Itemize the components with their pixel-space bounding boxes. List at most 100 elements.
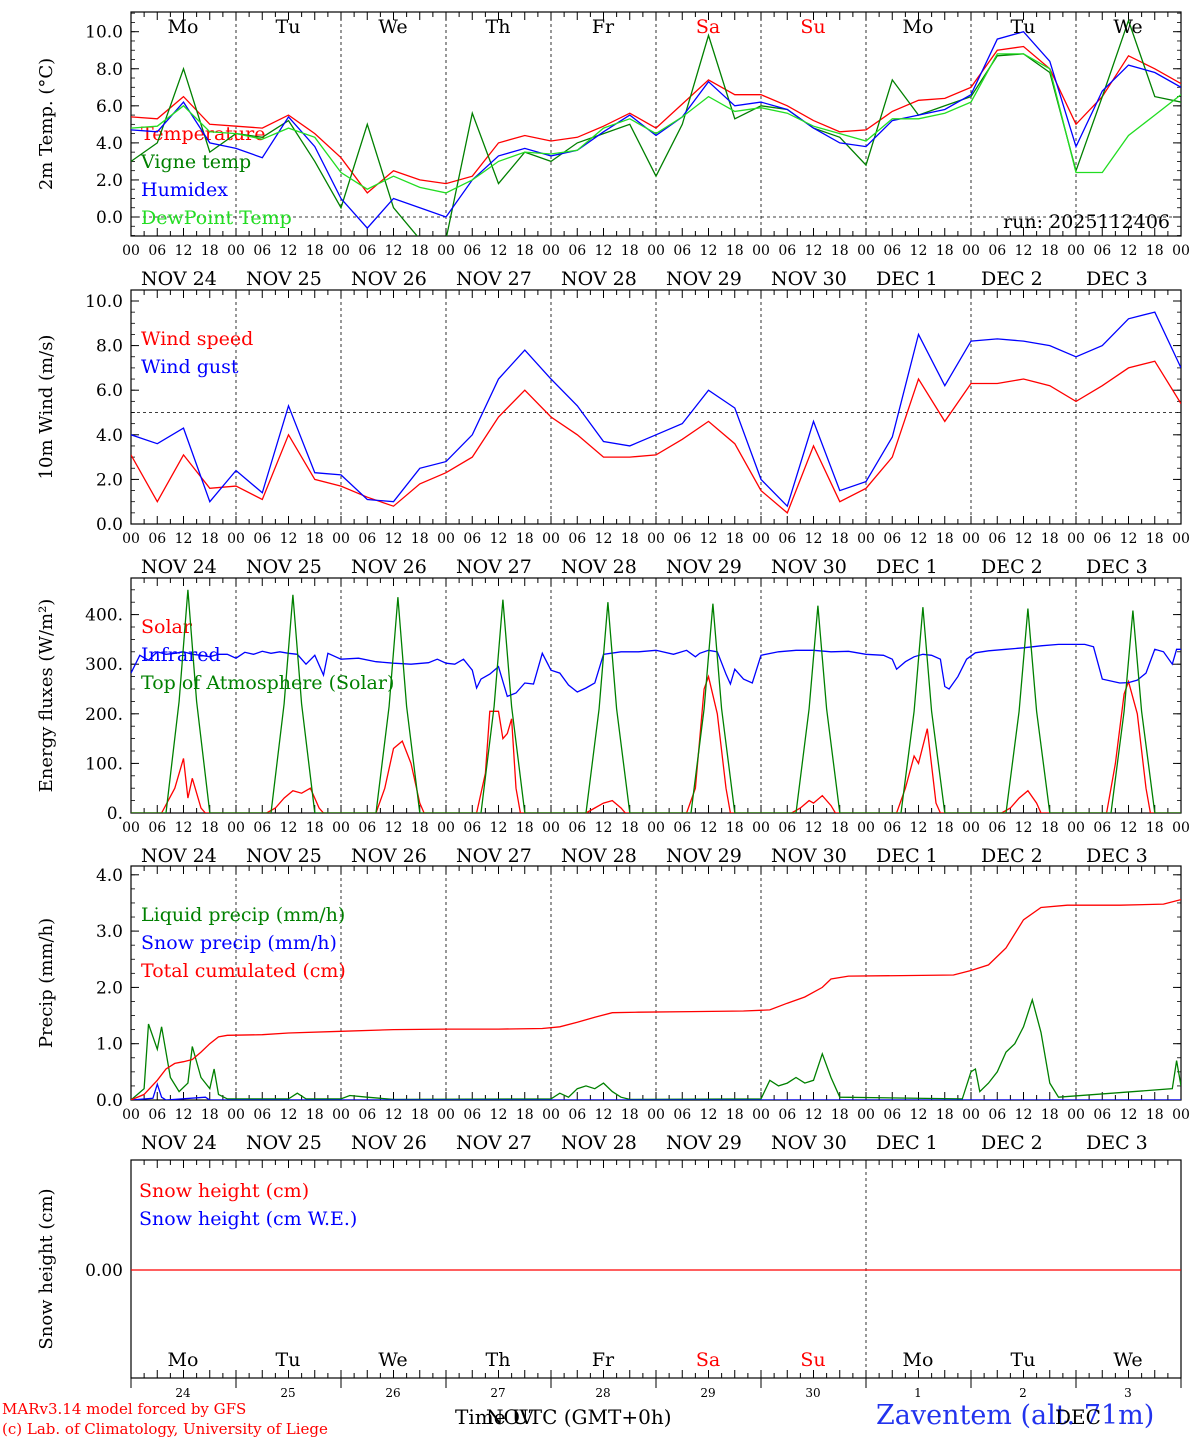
hour-tick-label: 06 bbox=[883, 243, 901, 259]
weekday-label: Fr bbox=[592, 1349, 615, 1371]
hour-tick-label: 12 bbox=[490, 1107, 508, 1123]
legend-entry-3: Total cumulated (cm) bbox=[141, 960, 346, 982]
y-axis-title: 10m Wind (m/s) bbox=[36, 335, 57, 480]
legend-entry-2: Snow precip (mm/h) bbox=[141, 932, 337, 954]
credit-line-2: (c) Lab. of Climatology, University of L… bbox=[2, 1420, 328, 1438]
day-label: NOV 25 bbox=[246, 845, 322, 867]
day-label: NOV 24 bbox=[141, 1132, 217, 1154]
hour-tick-label: 12 bbox=[175, 820, 193, 836]
hour-tick-label: 00 bbox=[962, 1107, 980, 1123]
hour-tick-label: 00 bbox=[1067, 1107, 1085, 1123]
hour-tick-label: 00 bbox=[857, 1107, 875, 1123]
weekday-label: Mo bbox=[903, 1349, 934, 1371]
day-label: NOV 25 bbox=[246, 1132, 322, 1154]
hour-tick-label: 12 bbox=[490, 243, 508, 259]
hour-tick-label: 00 bbox=[647, 820, 665, 836]
series-line-3 bbox=[131, 589, 1181, 813]
hour-tick-label: 06 bbox=[883, 531, 901, 547]
legend-entry-1: Temperature bbox=[141, 123, 265, 145]
hour-tick-label: 18 bbox=[201, 531, 219, 547]
hour-tick-label: 00 bbox=[437, 820, 455, 836]
hour-tick-label: 18 bbox=[306, 243, 324, 259]
hour-tick-label: 06 bbox=[463, 531, 481, 547]
hour-tick-label: 00 bbox=[1172, 531, 1190, 547]
hour-tick-label: 18 bbox=[726, 820, 744, 836]
station-label: Zaventem (alt. 71m) bbox=[876, 1400, 1155, 1431]
hour-tick-label: 12 bbox=[805, 820, 823, 836]
hour-tick-label: 06 bbox=[673, 820, 691, 836]
hour-tick-label: 06 bbox=[1093, 1107, 1111, 1123]
y-tick-label: 0.00 bbox=[85, 1261, 123, 1281]
y-tick-label: 2.0 bbox=[96, 171, 123, 191]
legend-entry-2: Wind gust bbox=[141, 356, 239, 378]
hour-tick-label: 06 bbox=[778, 243, 796, 259]
legend-entry-4: DewPoint Temp bbox=[141, 207, 292, 229]
day-label: NOV 24 bbox=[141, 845, 217, 867]
hour-tick-label: 00 bbox=[122, 820, 140, 836]
weekday-label: Th bbox=[486, 16, 511, 38]
hour-tick-label: 06 bbox=[358, 820, 376, 836]
hour-tick-label: 18 bbox=[936, 820, 954, 836]
panel-5: 0.00 Snow height (cm) Snow height (cm) Snow… bbox=[36, 1159, 1182, 1400]
hour-tick-label: 12 bbox=[595, 243, 613, 259]
series-line-1 bbox=[131, 360, 1181, 514]
panel-1: 0.0 2.0 4.0 6.0 8.0 10.0 2m Temp. (°C) Temperat… bbox=[36, 11, 1190, 290]
hour-tick-label: 00 bbox=[542, 820, 560, 836]
y-tick-label: 200. bbox=[85, 705, 123, 725]
day-label: DEC 1 bbox=[876, 845, 938, 867]
day-label: NOV 25 bbox=[246, 556, 322, 578]
hour-tick-label: 12 bbox=[1015, 243, 1033, 259]
day-label: NOV 26 bbox=[351, 556, 427, 578]
hour-tick-label: 06 bbox=[883, 1107, 901, 1123]
weekday-label: Mo bbox=[168, 1349, 199, 1371]
legend-entry-2: Snow height (cm W.E.) bbox=[139, 1208, 357, 1230]
day-label: NOV 30 bbox=[771, 556, 847, 578]
day-label: NOV 27 bbox=[456, 845, 532, 867]
hour-tick-label: 12 bbox=[175, 1107, 193, 1123]
hour-tick-label: 18 bbox=[411, 531, 429, 547]
hour-tick-label: 00 bbox=[1172, 1107, 1190, 1123]
hour-tick-label: 00 bbox=[752, 531, 770, 547]
day-label: NOV 24 bbox=[141, 268, 217, 290]
hour-tick-label: 00 bbox=[857, 243, 875, 259]
hour-tick-label: 18 bbox=[201, 243, 219, 259]
day-number-label: 3 bbox=[1124, 1386, 1132, 1400]
station-label-overlap: DEC bbox=[1055, 1405, 1101, 1429]
hour-tick-label: 18 bbox=[411, 243, 429, 259]
hour-tick-label: 18 bbox=[726, 1107, 744, 1123]
hour-tick-label: 00 bbox=[437, 243, 455, 259]
hour-tick-label: 12 bbox=[385, 243, 403, 259]
weekday-label: Tu bbox=[276, 16, 301, 38]
hour-tick-label: 00 bbox=[962, 243, 980, 259]
hour-tick-label: 18 bbox=[936, 243, 954, 259]
day-number-label: 25 bbox=[280, 1386, 295, 1400]
hour-tick-label: 18 bbox=[1146, 243, 1164, 259]
hour-tick-label: 00 bbox=[227, 820, 245, 836]
series-line-4 bbox=[131, 53, 1181, 194]
hour-tick-label: 12 bbox=[700, 243, 718, 259]
hour-tick-label: 18 bbox=[1041, 1107, 1059, 1123]
hour-tick-label: 00 bbox=[542, 243, 560, 259]
hour-tick-label: 12 bbox=[595, 531, 613, 547]
day-label: NOV 27 bbox=[456, 1132, 532, 1154]
legend-entry-2: Vigne temp bbox=[140, 151, 251, 173]
hour-tick-label: 18 bbox=[306, 531, 324, 547]
day-label: DEC 1 bbox=[876, 556, 938, 578]
weekday-label: Tu bbox=[276, 1349, 301, 1371]
y-tick-label: 100. bbox=[85, 754, 123, 774]
hour-tick-label: 06 bbox=[253, 243, 271, 259]
hour-tick-label: 18 bbox=[621, 531, 639, 547]
hour-tick-label: 00 bbox=[1067, 820, 1085, 836]
hour-tick-label: 06 bbox=[988, 820, 1006, 836]
day-label: NOV 28 bbox=[561, 556, 637, 578]
hour-tick-label: 12 bbox=[1120, 1107, 1138, 1123]
day-number-label: 30 bbox=[805, 1386, 820, 1400]
hour-tick-label: 06 bbox=[673, 243, 691, 259]
hour-tick-label: 06 bbox=[778, 1107, 796, 1123]
hour-tick-label: 06 bbox=[988, 1107, 1006, 1123]
legend-entry-3: Top of Atmosphere (Solar) bbox=[141, 672, 394, 694]
hour-tick-label: 00 bbox=[857, 820, 875, 836]
hour-tick-label: 00 bbox=[962, 531, 980, 547]
hour-tick-label: 12 bbox=[910, 820, 928, 836]
day-label: NOV 28 bbox=[561, 1132, 637, 1154]
